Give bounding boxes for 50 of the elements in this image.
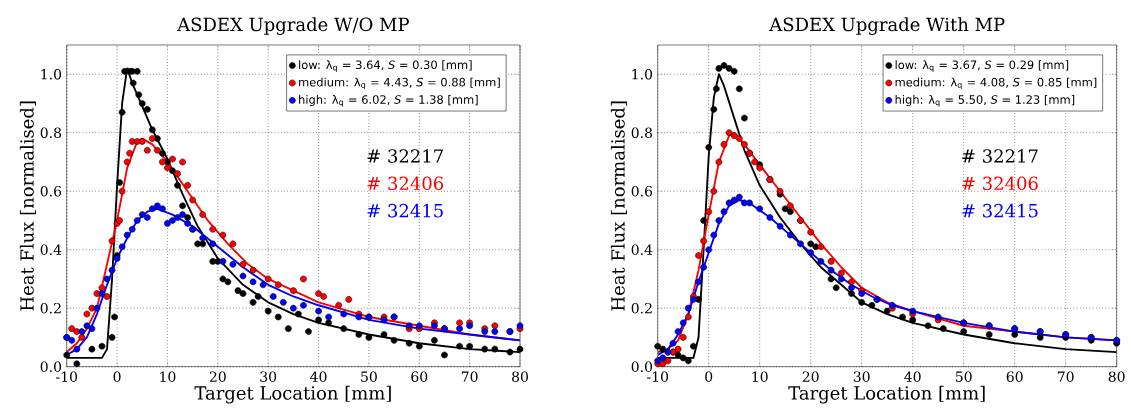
x-tick-label: 80 xyxy=(512,371,528,382)
y-tick-label: 0.0 xyxy=(631,361,653,372)
y-tick-label: 0.0 xyxy=(40,361,62,372)
annotation: # 32406 xyxy=(962,176,1038,191)
y-axis-title: Heat Flux [normalised] xyxy=(19,101,36,311)
y-tick-label: 0.4 xyxy=(631,244,653,255)
annotation: # 32406 xyxy=(367,176,444,191)
y-tick-label: 1.0 xyxy=(41,68,62,80)
x-tick-label: 40 xyxy=(904,371,921,382)
x-tick-label: 50 xyxy=(955,371,972,382)
x-tick-label: 40 xyxy=(310,371,327,382)
x-tick-label: 80 xyxy=(1108,371,1125,382)
legend-label: low: λ$_{q}$ = 3.67, S = 0.29 [mm] xyxy=(895,60,1069,72)
x-tick-label: 10 xyxy=(160,371,176,382)
legend-label: high: λ$_{q}$ = 6.02, S = 1.38 [mm] xyxy=(299,95,478,107)
x-tick-label: 30 xyxy=(260,371,277,382)
legend-label: high: λ$_{q}$ = 5.50, S = 1.23 [mm] xyxy=(895,95,1075,107)
legend-label: low: λ$_{q}$ = 3.64, S = 0.30 [mm] xyxy=(299,60,472,72)
x-tick-label: 10 xyxy=(752,371,768,382)
y-tick-label: 0.6 xyxy=(631,185,653,197)
x-tick-label: 30 xyxy=(853,371,870,382)
y-tick-label: 0.2 xyxy=(40,302,61,314)
y-tick-label: 0.4 xyxy=(40,244,62,255)
x-tick-label: 70 xyxy=(461,371,478,382)
x-axis-title: Target Location [mm] xyxy=(194,385,391,404)
x-tick-label: 20 xyxy=(802,371,819,382)
annotation: # 32217 xyxy=(962,149,1038,163)
x-tick-label: 20 xyxy=(209,371,226,382)
x-tick-label: -10 xyxy=(647,371,669,382)
chart-title: ASDEX Upgrade With MP xyxy=(769,17,1005,35)
y-tick-label: 0.8 xyxy=(631,127,653,139)
y-tick-label: 1.0 xyxy=(632,68,653,80)
legend-label: medium: λ$_{q}$ = 4.43, S = 0.88 [mm] xyxy=(299,77,500,90)
x-tick-label: 70 xyxy=(1057,371,1074,382)
y-tick-label: 0.8 xyxy=(40,127,62,139)
legend-label: medium: λ$_{q}$ = 4.08, S = 0.85 [mm] xyxy=(895,77,1097,90)
chart-title: ASDEX Upgrade W/O MP xyxy=(177,17,409,35)
y-tick-label: 0.2 xyxy=(631,302,652,314)
x-tick-label: -10 xyxy=(56,371,78,382)
x-axis-title: Target Location [mm] xyxy=(788,385,985,404)
x-tick-label: 60 xyxy=(411,371,428,382)
annotation: # 32217 xyxy=(367,149,443,163)
x-tick-label: 0 xyxy=(705,371,713,382)
y-axis-title: Heat Flux [normalised] xyxy=(610,101,627,311)
x-tick-label: 0 xyxy=(113,371,121,382)
x-tick-label: 60 xyxy=(1006,371,1023,382)
annotation: # 32415 xyxy=(367,203,443,218)
x-tick-label: 50 xyxy=(361,371,377,382)
y-tick-label: 0.6 xyxy=(40,185,62,197)
annotation: # 32415 xyxy=(962,203,1038,218)
